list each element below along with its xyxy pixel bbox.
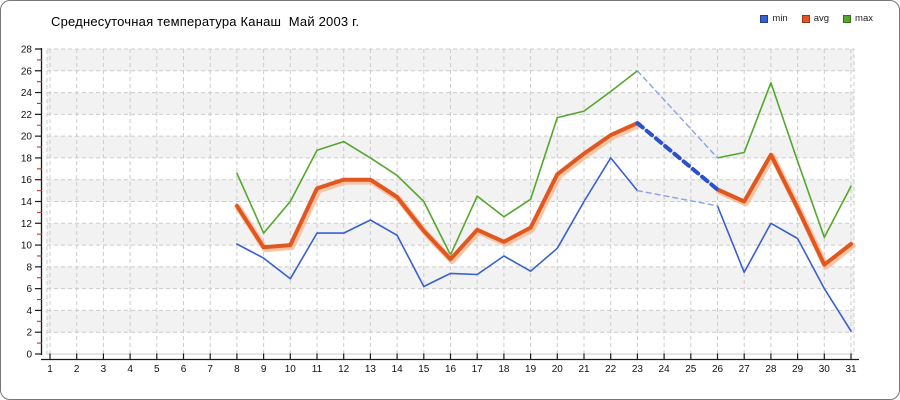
svg-text:27: 27 <box>739 364 751 375</box>
svg-text:14: 14 <box>21 197 33 208</box>
legend-item-avg[interactable]: avg <box>801 13 830 24</box>
svg-text:28: 28 <box>21 45 33 56</box>
svg-text:24: 24 <box>659 364 671 375</box>
svg-text:14: 14 <box>392 364 404 375</box>
svg-text:18: 18 <box>498 364 510 375</box>
svg-text:11: 11 <box>312 364 323 375</box>
svg-text:10: 10 <box>21 241 33 252</box>
svg-text:25: 25 <box>685 364 697 375</box>
svg-text:10: 10 <box>285 364 297 375</box>
svg-text:12: 12 <box>21 219 33 230</box>
svg-text:22: 22 <box>21 110 33 121</box>
svg-text:6: 6 <box>26 284 32 295</box>
svg-text:2: 2 <box>74 364 80 375</box>
series-min <box>236 157 852 332</box>
svg-text:16: 16 <box>445 364 457 375</box>
svg-text:28: 28 <box>765 364 777 375</box>
legend-swatch-min-icon <box>760 14 769 23</box>
svg-text:4: 4 <box>127 364 133 375</box>
x-axis: 1 2 3 4 5 6 7 8 9 10 11 12 13 14 15 16 17 18 19 20 21 22 23 24 2… <box>41 353 859 375</box>
svg-text:2: 2 <box>26 328 32 339</box>
svg-text:6: 6 <box>181 364 187 375</box>
series-avg-interpolated <box>635 121 720 192</box>
svg-text:12: 12 <box>338 364 350 375</box>
svg-text:1: 1 <box>47 364 53 375</box>
svg-text:22: 22 <box>605 364 617 375</box>
series-min-interpolated <box>636 189 719 207</box>
svg-text:31: 31 <box>845 364 857 375</box>
legend-swatch-avg-icon <box>801 14 810 23</box>
svg-text:30: 30 <box>819 364 831 375</box>
legend-label-min: min <box>772 13 788 24</box>
series-avg <box>234 121 856 270</box>
legend-item-min[interactable]: min <box>760 13 788 24</box>
svg-text:4: 4 <box>26 306 32 317</box>
svg-text:9: 9 <box>261 364 267 375</box>
svg-text:21: 21 <box>578 364 590 375</box>
svg-text:20: 20 <box>21 132 33 143</box>
legend-label-max: max <box>855 13 873 24</box>
svg-text:5: 5 <box>154 364 160 375</box>
svg-text:19: 19 <box>525 364 537 375</box>
svg-text:8: 8 <box>26 262 32 273</box>
legend-swatch-max-icon <box>843 14 852 23</box>
svg-text:0: 0 <box>26 350 32 361</box>
series-max <box>236 70 852 256</box>
svg-text:23: 23 <box>632 364 644 375</box>
svg-text:8: 8 <box>234 364 240 375</box>
svg-text:29: 29 <box>792 364 804 375</box>
series-max-interpolated <box>636 70 719 159</box>
svg-text:18: 18 <box>21 153 33 164</box>
svg-text:7: 7 <box>207 364 213 375</box>
svg-text:24: 24 <box>21 88 33 99</box>
legend: min avg max <box>760 13 873 24</box>
legend-item-max[interactable]: max <box>843 13 873 24</box>
svg-text:26: 26 <box>21 66 33 77</box>
svg-text:13: 13 <box>365 364 377 375</box>
legend-label-avg: avg <box>813 13 830 24</box>
svg-text:15: 15 <box>418 364 430 375</box>
svg-text:16: 16 <box>21 175 33 186</box>
svg-text:17: 17 <box>472 364 484 375</box>
svg-text:26: 26 <box>712 364 724 375</box>
svg-text:3: 3 <box>101 364 107 375</box>
svg-text:20: 20 <box>552 364 564 375</box>
chart-title: Среднесуточная температура Канаш Май 200… <box>51 14 360 29</box>
